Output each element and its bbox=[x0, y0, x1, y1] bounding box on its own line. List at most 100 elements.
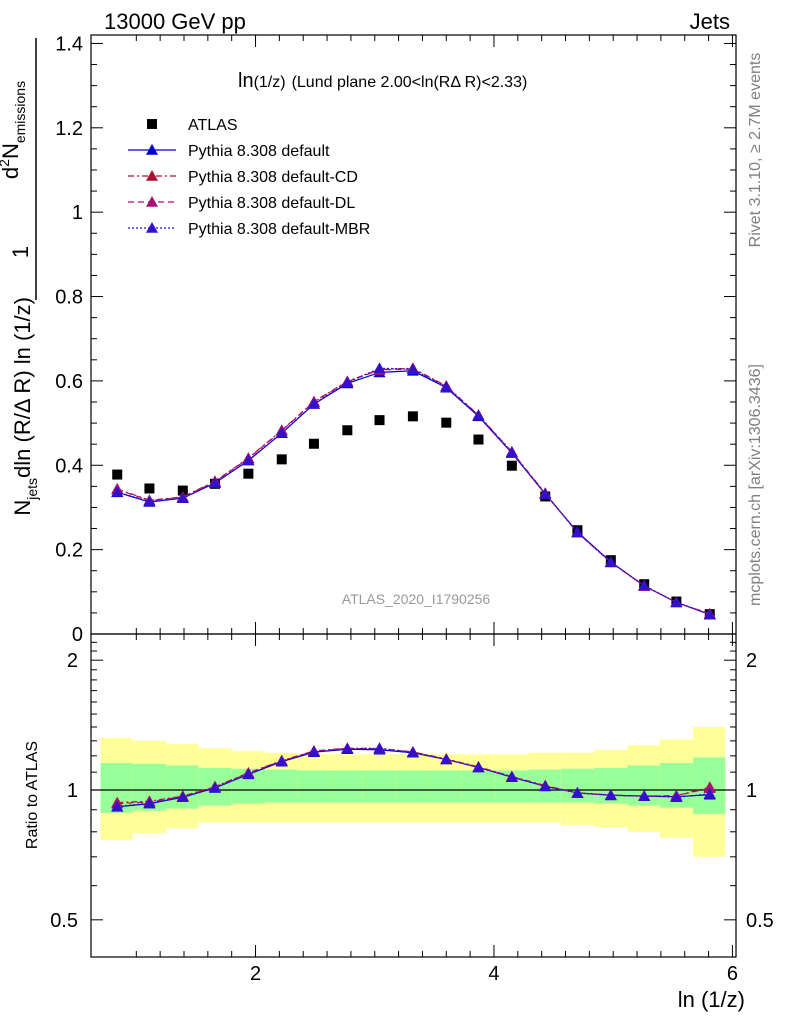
band-inner-bin bbox=[461, 770, 496, 803]
plot-frames bbox=[90, 34, 737, 958]
main-point-atlas bbox=[177, 485, 188, 496]
ratio-point-pythia-8-308-default-mbr bbox=[143, 797, 156, 808]
ratio-point-pythia-8-308-default-mbr bbox=[703, 787, 716, 799]
mcplots-label: mcplots.cern.ch [arXiv:1306.3436] bbox=[747, 364, 764, 606]
main-y-tick-label: 0.6 bbox=[55, 371, 83, 393]
ratio-point-pythia-8-308-default-mbr bbox=[307, 745, 320, 757]
band-inner-bin bbox=[330, 770, 363, 803]
band-inner-bin bbox=[396, 770, 430, 803]
ratio-point-pythia-8-308-default-mbr bbox=[275, 755, 288, 767]
ratio-point-pythia-8-308-default-mbr bbox=[472, 761, 485, 773]
ratio-point-pythia-8-308-default-mbr bbox=[406, 746, 419, 758]
main-line-pythia-8-308-default bbox=[117, 370, 710, 616]
main-point-pythia-8-308-default-mbr bbox=[275, 426, 288, 438]
main-point-pythia-8-308-default-mbr bbox=[341, 376, 354, 388]
legend: ATLAS Pythia 8.308 default Pythia 8.308 de… bbox=[128, 117, 370, 238]
band-inner-bin bbox=[429, 770, 462, 803]
main-y-tick-label: 0.2 bbox=[55, 540, 83, 562]
energy-label: 13000 GeV pp bbox=[104, 9, 246, 34]
main-point-pythia-8-308-default-mbr bbox=[373, 362, 386, 374]
main-point-pythia-8-308-default-mbr bbox=[505, 446, 518, 458]
main-point-pythia-8-308-default-mbr bbox=[406, 363, 419, 374]
main-point-pythia-8-308-default-mbr bbox=[604, 556, 617, 568]
main-point-pythia-8-308-default-mbr bbox=[571, 526, 584, 538]
x-tick-label: 6 bbox=[727, 963, 738, 985]
axis-ticks: 2 4 6 0 0.2 0.4 0.6 0.8 1 1.2 1.4 0.5 0.5 1 1 2 2 bbox=[50, 33, 774, 985]
legend-label-pythia-8-308-default-cd: Pythia 8.308 default-CD bbox=[188, 169, 358, 186]
main-point-atlas bbox=[473, 434, 484, 445]
main-point-pythia-8-308-default-mbr bbox=[143, 495, 156, 507]
ratio-point-pythia-8-308-default-mbr bbox=[670, 791, 683, 803]
main-y-tick-label: 0.8 bbox=[55, 287, 83, 309]
main-point-pythia-8-308-default-mbr bbox=[176, 492, 189, 503]
analysis-watermark: ATLAS_2020_I1790256 bbox=[342, 591, 491, 607]
ratio-point-pythia-8-308-default-mbr bbox=[208, 781, 221, 793]
legend-marker-pythia-8-308-default-cd bbox=[146, 170, 158, 181]
x-axis-label: ln (1/z) bbox=[678, 987, 745, 1012]
main-point-pythia-8-308-default-mbr bbox=[638, 579, 651, 591]
process-label: Jets bbox=[690, 9, 730, 34]
main-line-pythia-8-308-default-cd bbox=[117, 367, 710, 615]
x-tick-label: 2 bbox=[250, 963, 261, 985]
legend-label-pythia-8-308-default-mbr: Pythia 8.308 default-MBR bbox=[188, 221, 370, 238]
ratio-point-pythia-8-308-default-mbr bbox=[604, 789, 617, 801]
legend-label-pythia-8-308-default: Pythia 8.308 default bbox=[188, 143, 330, 160]
ratio-point-pythia-8-308-default-mbr bbox=[242, 768, 255, 780]
ratio-point-pythia-8-308-default-mbr bbox=[111, 800, 124, 812]
ratio-y-tick-label-right: 2 bbox=[746, 650, 757, 672]
main-point-atlas bbox=[441, 417, 452, 428]
band-inner-bin bbox=[265, 769, 298, 803]
ratio-ylabel: Ratio to ATLAS bbox=[24, 741, 41, 849]
ylabel-denominator: Njetsdln (R/Δ R) ln (1/z) bbox=[10, 297, 40, 516]
main-point-pythia-8-308-default-mbr bbox=[208, 476, 221, 488]
legend-marker-pythia-8-308-default-dl bbox=[146, 196, 158, 207]
main-point-pythia-8-308-default-mbr bbox=[472, 409, 485, 421]
ratio-y-tick-label-left: 1 bbox=[67, 780, 78, 802]
ratio-y-tick-label-left: 2 bbox=[67, 650, 78, 672]
ratio-point-pythia-8-308-default-mbr bbox=[176, 791, 189, 803]
main-line-pythia-8-308-default-mbr bbox=[117, 367, 710, 616]
ratio-y-tick-label-right: 1 bbox=[746, 780, 757, 802]
main-point-atlas bbox=[407, 411, 418, 422]
main-point-pythia-8-308-default-mbr bbox=[670, 596, 683, 608]
ratio-y-tick-label-right: 0.5 bbox=[746, 910, 774, 932]
band-inner-bin bbox=[362, 770, 397, 803]
ylabel-one: 1 bbox=[8, 246, 33, 258]
main-point-atlas bbox=[506, 460, 517, 471]
ratio-point-pythia-8-308-default-mbr bbox=[638, 790, 651, 801]
main-series bbox=[111, 362, 716, 620]
main-point-atlas bbox=[276, 454, 287, 465]
ratio-point-pythia-8-308-default-mbr bbox=[341, 742, 354, 754]
band-inner-bin bbox=[297, 770, 331, 803]
ratio-frame bbox=[90, 633, 737, 958]
x-tick-label: 4 bbox=[488, 963, 499, 985]
main-y-tick-label: 0 bbox=[72, 624, 83, 646]
ratio-point-pythia-8-308-default-mbr bbox=[505, 770, 518, 782]
main-line-pythia-8-308-default-dl bbox=[117, 368, 710, 615]
legend-marker-atlas bbox=[147, 119, 157, 129]
main-point-pythia-8-308-default-mbr bbox=[307, 397, 320, 409]
main-point-pythia-8-308-default-mbr bbox=[111, 485, 124, 497]
rivet-label: Rivet 3.1.10, ≥ 2.7M events bbox=[747, 53, 764, 248]
ratio-point-pythia-8-308-default-mbr bbox=[539, 780, 552, 792]
main-point-atlas bbox=[144, 483, 155, 494]
ratio-y-tick-label-left: 0.5 bbox=[50, 910, 78, 932]
legend-label-pythia-8-308-default-dl: Pythia 8.308 default-DL bbox=[188, 195, 355, 212]
main-point-pythia-8-308-default-mbr bbox=[539, 487, 552, 499]
ratio-point-pythia-8-308-default-mbr bbox=[440, 753, 453, 765]
main-title: ln(1/z) (Lund plane 2.00<ln(RΔ R)<2.33) bbox=[238, 70, 527, 92]
ratio-point-pythia-8-308-default-mbr bbox=[373, 742, 386, 754]
main-point-atlas bbox=[374, 415, 385, 426]
ratio-point-pythia-8-308-default-dl bbox=[703, 782, 716, 793]
main-point-pythia-8-308-default-mbr bbox=[440, 381, 453, 393]
main-y-tick-label: 1.4 bbox=[55, 33, 83, 55]
main-ylabel: 1 Njetsdln (R/Δ R) ln (1/z) d2Nemissions bbox=[0, 38, 40, 516]
legend-marker-pythia-8-308-default-mbr bbox=[146, 222, 158, 233]
main-point-pythia-8-308-default-mbr bbox=[703, 608, 716, 620]
main-y-tick-label: 0.4 bbox=[55, 455, 83, 477]
main-point-atlas bbox=[243, 468, 254, 479]
ratio-point-pythia-8-308-default-mbr bbox=[571, 787, 584, 798]
main-point-atlas bbox=[342, 425, 353, 436]
main-point-atlas bbox=[308, 438, 319, 449]
